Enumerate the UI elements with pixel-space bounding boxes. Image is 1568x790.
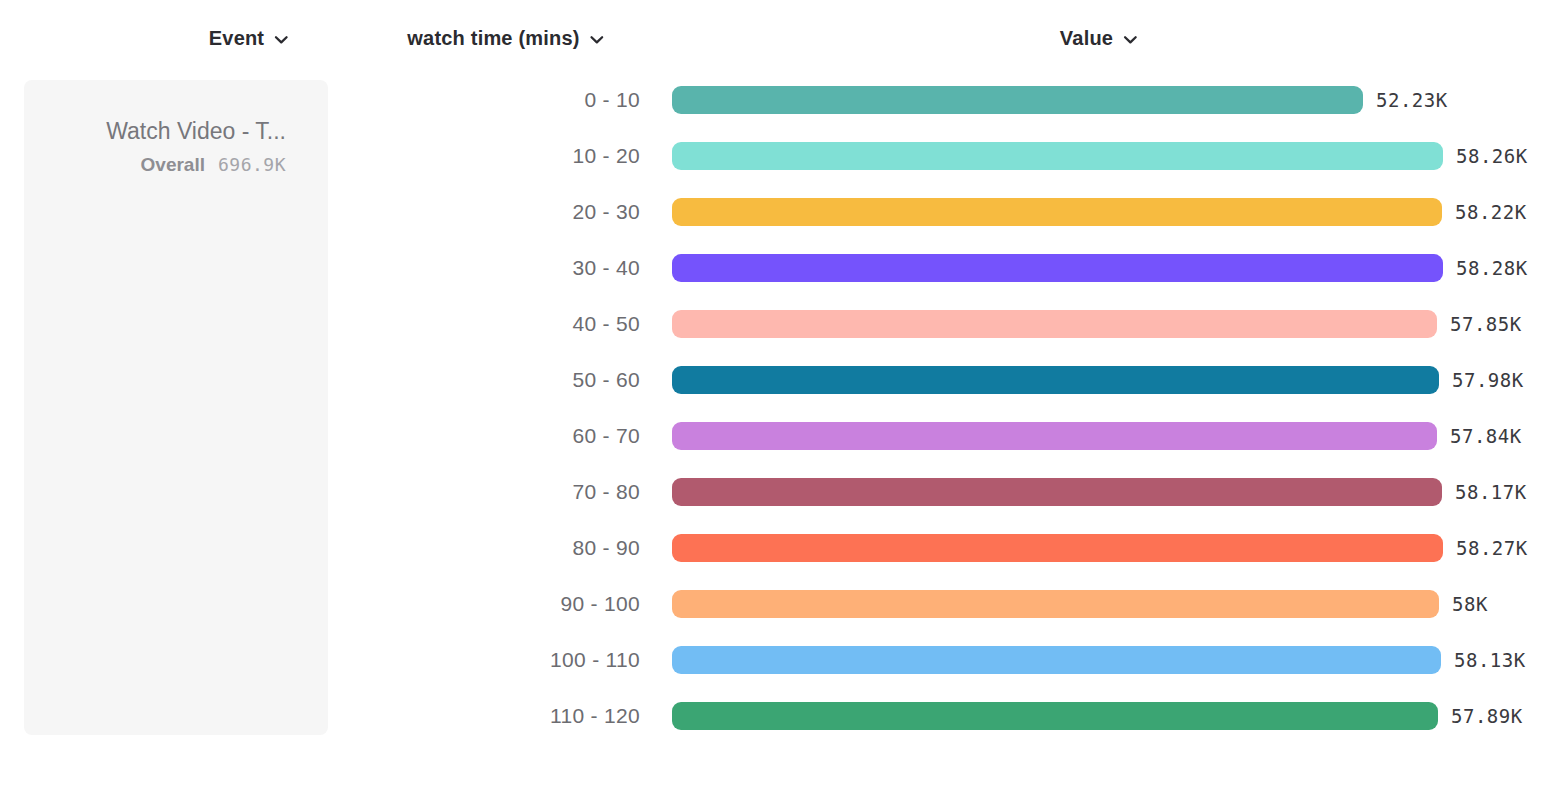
value-label: 57.98K: [1452, 369, 1524, 391]
column-header-breakdown-label: watch time (mins): [407, 27, 579, 50]
value-label: 58.13K: [1454, 649, 1526, 671]
bar-row: 10 - 20 58.26K: [0, 128, 1568, 184]
bar-row: 50 - 60 57.98K: [0, 352, 1568, 408]
bar-row: 80 - 90 58.27K: [0, 520, 1568, 576]
bar[interactable]: [672, 534, 1443, 562]
bar-row: 60 - 70 57.84K: [0, 408, 1568, 464]
bar-row: 110 - 120 57.89K: [0, 688, 1568, 744]
bar[interactable]: [672, 198, 1442, 226]
bar-row: 20 - 30 58.22K: [0, 184, 1568, 240]
category-label: 60 - 70: [0, 424, 640, 448]
bar[interactable]: [672, 478, 1442, 506]
value-label: 58.22K: [1455, 201, 1527, 223]
category-label: 30 - 40: [0, 256, 640, 280]
bar[interactable]: [672, 702, 1438, 730]
bar-row: 40 - 50 57.85K: [0, 296, 1568, 352]
bar-row: 100 - 110 58.13K: [0, 632, 1568, 688]
value-label: 58.26K: [1456, 145, 1528, 167]
bar[interactable]: [672, 366, 1439, 394]
column-header-event-label: Event: [209, 27, 264, 50]
category-label: 100 - 110: [0, 648, 640, 672]
value-label: 58.27K: [1456, 537, 1528, 559]
column-header-value[interactable]: Value: [1060, 27, 1138, 50]
chevron-down-icon: [590, 35, 605, 45]
category-label: 110 - 120: [0, 704, 640, 728]
category-label: 50 - 60: [0, 368, 640, 392]
value-label: 58.17K: [1455, 481, 1527, 503]
category-label: 90 - 100: [0, 592, 640, 616]
bar[interactable]: [672, 86, 1363, 114]
value-label: 57.85K: [1450, 313, 1522, 335]
bar-row: 0 - 10 52.23K: [0, 72, 1568, 128]
category-label: 80 - 90: [0, 536, 640, 560]
column-header-value-label: Value: [1060, 27, 1113, 50]
bar[interactable]: [672, 254, 1443, 282]
value-label: 52.23K: [1376, 89, 1448, 111]
bar[interactable]: [672, 646, 1441, 674]
bar-row: 30 - 40 58.28K: [0, 240, 1568, 296]
bar-row: 90 - 100 58K: [0, 576, 1568, 632]
chevron-down-icon: [274, 35, 289, 45]
value-label: 57.89K: [1451, 705, 1523, 727]
category-label: 10 - 20: [0, 144, 640, 168]
bar[interactable]: [672, 310, 1437, 338]
bar[interactable]: [672, 142, 1443, 170]
category-label: 0 - 10: [0, 88, 640, 112]
value-label: 57.84K: [1450, 425, 1522, 447]
chevron-down-icon: [1123, 35, 1138, 45]
column-header-breakdown[interactable]: watch time (mins): [407, 27, 604, 50]
bar[interactable]: [672, 590, 1439, 618]
category-label: 70 - 80: [0, 480, 640, 504]
column-header-event[interactable]: Event: [209, 27, 289, 50]
category-label: 20 - 30: [0, 200, 640, 224]
category-label: 40 - 50: [0, 312, 640, 336]
bar[interactable]: [672, 422, 1437, 450]
bar-row: 70 - 80 58.17K: [0, 464, 1568, 520]
value-label: 58K: [1452, 593, 1488, 615]
bar-chart: 0 - 10 52.23K 10 - 20 58.26K 20 - 30 58.…: [0, 72, 1568, 744]
value-label: 58.28K: [1456, 257, 1528, 279]
